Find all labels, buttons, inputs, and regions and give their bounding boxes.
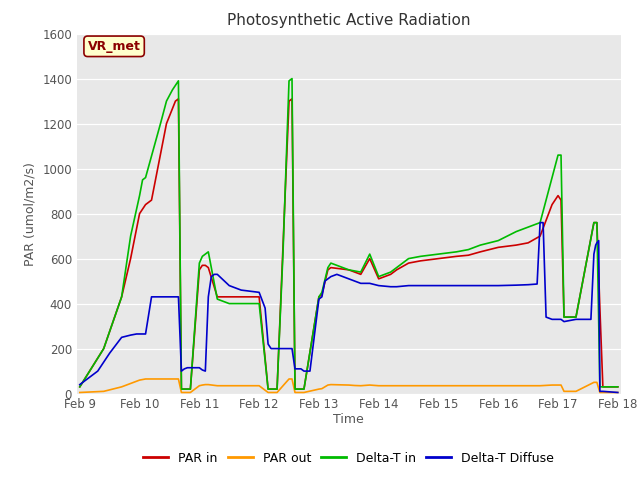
Delta-T in	[393, 264, 401, 270]
Delta-T in	[255, 300, 263, 306]
Line: PAR out: PAR out	[80, 379, 618, 393]
PAR out	[127, 381, 134, 386]
Line: PAR in: PAR in	[80, 99, 618, 389]
Delta-T in	[76, 384, 84, 390]
PAR in	[118, 294, 125, 300]
Delta-T Diffuse	[76, 382, 84, 387]
PAR out	[214, 383, 221, 389]
Delta-T in	[214, 296, 221, 302]
X-axis label: Time: Time	[333, 413, 364, 426]
PAR in	[225, 294, 233, 300]
PAR out	[300, 390, 308, 396]
PAR in	[127, 256, 134, 262]
Delta-T in	[288, 76, 296, 82]
Line: Delta-T in: Delta-T in	[80, 79, 618, 389]
Y-axis label: PAR (umol/m2/s): PAR (umol/m2/s)	[24, 162, 36, 265]
Delta-T in	[237, 300, 245, 306]
Delta-T Diffuse	[533, 281, 541, 287]
PAR out	[118, 384, 125, 390]
Legend: PAR in, PAR out, Delta-T in, Delta-T Diffuse: PAR in, PAR out, Delta-T in, Delta-T Dif…	[138, 447, 559, 469]
Delta-T in	[614, 384, 621, 390]
Text: VR_met: VR_met	[88, 40, 141, 53]
Delta-T Diffuse	[476, 283, 484, 288]
PAR in	[315, 294, 323, 300]
Line: Delta-T Diffuse: Delta-T Diffuse	[80, 223, 618, 393]
PAR in	[175, 96, 182, 102]
PAR in	[177, 386, 185, 392]
Delta-T Diffuse	[300, 368, 308, 374]
PAR in	[614, 384, 621, 390]
Title: Photosynthetic Active Radiation: Photosynthetic Active Radiation	[227, 13, 470, 28]
Delta-T Diffuse	[614, 390, 621, 396]
PAR out	[435, 383, 442, 389]
PAR out	[141, 376, 149, 382]
PAR in	[465, 252, 472, 258]
PAR out	[76, 390, 84, 396]
PAR out	[614, 390, 621, 396]
Delta-T in	[172, 83, 179, 88]
Delta-T Diffuse	[94, 368, 102, 374]
PAR out	[452, 383, 460, 389]
Delta-T Diffuse	[132, 331, 140, 337]
PAR in	[452, 253, 460, 259]
Delta-T Diffuse	[536, 220, 544, 226]
Delta-T in	[202, 251, 209, 257]
Delta-T Diffuse	[288, 346, 296, 351]
PAR in	[76, 384, 84, 390]
Delta-T in	[177, 386, 185, 392]
